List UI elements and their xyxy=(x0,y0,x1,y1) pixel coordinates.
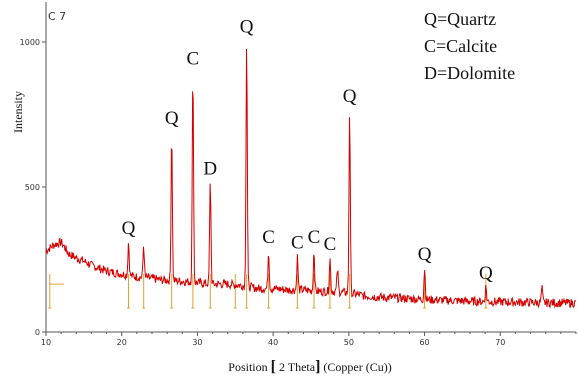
plot-frame xyxy=(45,2,576,333)
diffraction-pattern-line xyxy=(45,48,577,309)
peak-label-9: C xyxy=(324,234,337,255)
peak-label-0: Q xyxy=(122,218,136,239)
peak-label-13: Q xyxy=(479,263,493,284)
x-axis-title-source: (Copper (Cu)) xyxy=(320,360,391,374)
x-axis-title-position: Position xyxy=(228,360,270,374)
peak-label-4: D xyxy=(203,159,217,180)
x-tick-label-70: 70 xyxy=(495,338,505,347)
x-tick-label-50: 50 xyxy=(344,338,354,347)
peak-label-12: Q xyxy=(418,244,432,265)
x-tick-label-40: 40 xyxy=(268,338,278,347)
x-tick-label-30: 30 xyxy=(192,338,202,347)
y-tick-label-0: 0 xyxy=(35,328,40,337)
legend: Q=Quartz C=Calcite D=Dolomite xyxy=(424,9,515,83)
x-axis-title-theta: 2 Theta xyxy=(276,360,316,374)
y-tick-label-1000: 1000 xyxy=(20,38,40,47)
legend-quartz: Q=Quartz xyxy=(424,9,496,29)
y-tick-label-500: 500 xyxy=(25,183,40,192)
peak-label-6: C xyxy=(262,227,275,248)
peak-label-7: C xyxy=(291,233,304,254)
x-axis-title: Position [ 2 Theta] (Copper (Cu)) xyxy=(228,358,391,375)
peak-label-3: C xyxy=(187,48,200,69)
x-tick-label-20: 20 xyxy=(117,338,127,347)
reference-lines xyxy=(48,274,488,309)
legend-dolomite: D=Dolomite xyxy=(424,63,515,83)
x-axis-title-bracket-open: [ xyxy=(271,358,276,375)
x-axis-title-bracket-close: ] xyxy=(315,358,320,375)
y-axis-ticks: 0 500 1000 xyxy=(20,38,46,337)
x-tick-label-10: 10 xyxy=(41,338,51,347)
peak-label-5: Q xyxy=(240,17,254,38)
sample-label: C 7 xyxy=(48,10,66,23)
peak-label-2: Q xyxy=(165,108,179,129)
x-axis-ticks: 10 20 30 40 50 60 70 xyxy=(41,332,577,347)
y-axis-title: Intensity xyxy=(11,91,25,133)
legend-calcite: C=Calcite xyxy=(424,36,497,56)
peak-label-8: C xyxy=(308,227,321,248)
x-tick-label-60: 60 xyxy=(419,338,429,347)
peak-label-11: Q xyxy=(343,86,357,107)
